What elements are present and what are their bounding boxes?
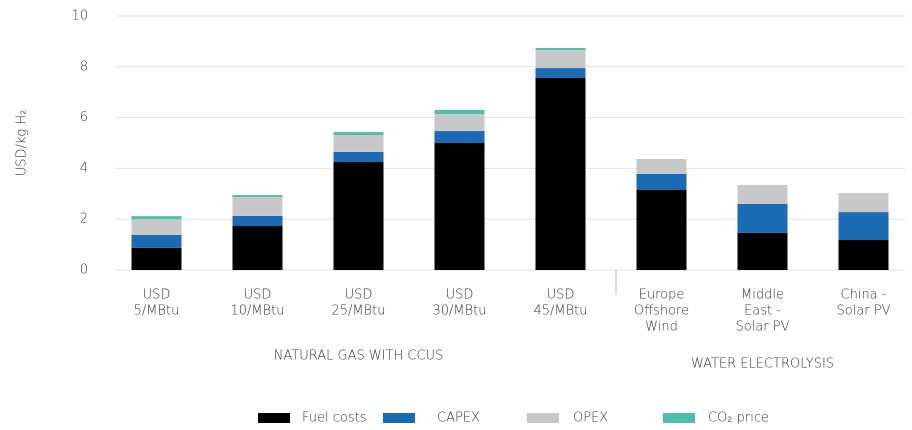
- bar-segment: [636, 159, 687, 174]
- legend-swatch: [663, 413, 695, 423]
- bar-segment: [737, 203, 788, 233]
- y-tick-label: 0: [80, 263, 88, 278]
- bar-segment: [535, 68, 586, 78]
- y-tick-label: 8: [80, 59, 88, 74]
- x-tick-label: Solar PV: [837, 304, 891, 319]
- x-tick-label: China -: [841, 288, 887, 303]
- bar-segment: [535, 77, 586, 270]
- legend-label: CAPEX: [437, 411, 480, 426]
- x-tick-label: 30/MBtu: [433, 304, 487, 319]
- y-tick-label: 4: [80, 161, 88, 176]
- x-tick-label: Middle: [741, 288, 784, 303]
- bar-segment: [232, 195, 283, 198]
- bar-segment: [737, 184, 788, 204]
- bar-segment: [131, 216, 182, 220]
- x-tick-label: 25/MBtu: [332, 304, 386, 319]
- x-tick-label: USD: [345, 288, 373, 303]
- x-tick-label: 45/MBtu: [534, 304, 588, 319]
- bar-segment: [131, 234, 182, 248]
- bar-segment: [636, 173, 687, 190]
- x-tick-label: USD: [547, 288, 575, 303]
- x-tick-label: USD: [446, 288, 474, 303]
- x-tick-label: USD: [143, 288, 171, 303]
- bar-segment: [535, 50, 586, 69]
- x-tick-label: USD: [244, 288, 272, 303]
- bar-segment: [737, 232, 788, 270]
- x-tick-label: Wind: [645, 320, 678, 335]
- bar-segment: [434, 114, 485, 132]
- x-tick-label: Europe: [639, 288, 685, 303]
- legend-label: Fuel costs: [302, 411, 367, 426]
- bar-segment: [333, 151, 384, 163]
- bar-segment: [131, 247, 182, 270]
- x-tick-label: East -: [744, 304, 781, 319]
- legend-swatch: [527, 413, 559, 423]
- legend-label: CO₂ price: [708, 411, 769, 426]
- bar-segment: [535, 48, 586, 51]
- bar-segment: [636, 189, 687, 270]
- y-tick-label: 10: [71, 9, 88, 24]
- bar-segment: [434, 131, 485, 143]
- y-tick-label: 6: [80, 110, 88, 125]
- x-tick-label: 10/MBtu: [231, 304, 285, 319]
- bar-segment: [131, 219, 182, 235]
- bar-segment: [232, 215, 283, 227]
- x-tick-label: Offshore: [634, 304, 689, 319]
- bar-segment: [333, 162, 384, 270]
- group-label: WATER ELECTROLYSIS: [691, 357, 834, 372]
- bar-segment: [838, 193, 889, 213]
- bar-segment: [838, 240, 889, 270]
- x-tick-label: Solar PV: [736, 320, 790, 335]
- bar-segment: [838, 212, 889, 241]
- legend-swatch: [383, 413, 415, 423]
- bar-segment: [434, 143, 485, 270]
- y-tick-label: 2: [80, 212, 88, 227]
- legend-label: OPEX: [573, 411, 608, 426]
- bar-segment: [333, 132, 384, 136]
- legend-swatch: [258, 413, 290, 423]
- group-label: NATURAL GAS WITH CCUS: [274, 349, 444, 364]
- bar-segment: [232, 197, 283, 216]
- bar-segment: [434, 109, 485, 115]
- bar-segment: [333, 135, 384, 152]
- y-axis-label: USD/kg H₂: [15, 110, 30, 177]
- bar-segment: [232, 226, 283, 270]
- x-tick-label: 5/MBtu: [134, 304, 180, 319]
